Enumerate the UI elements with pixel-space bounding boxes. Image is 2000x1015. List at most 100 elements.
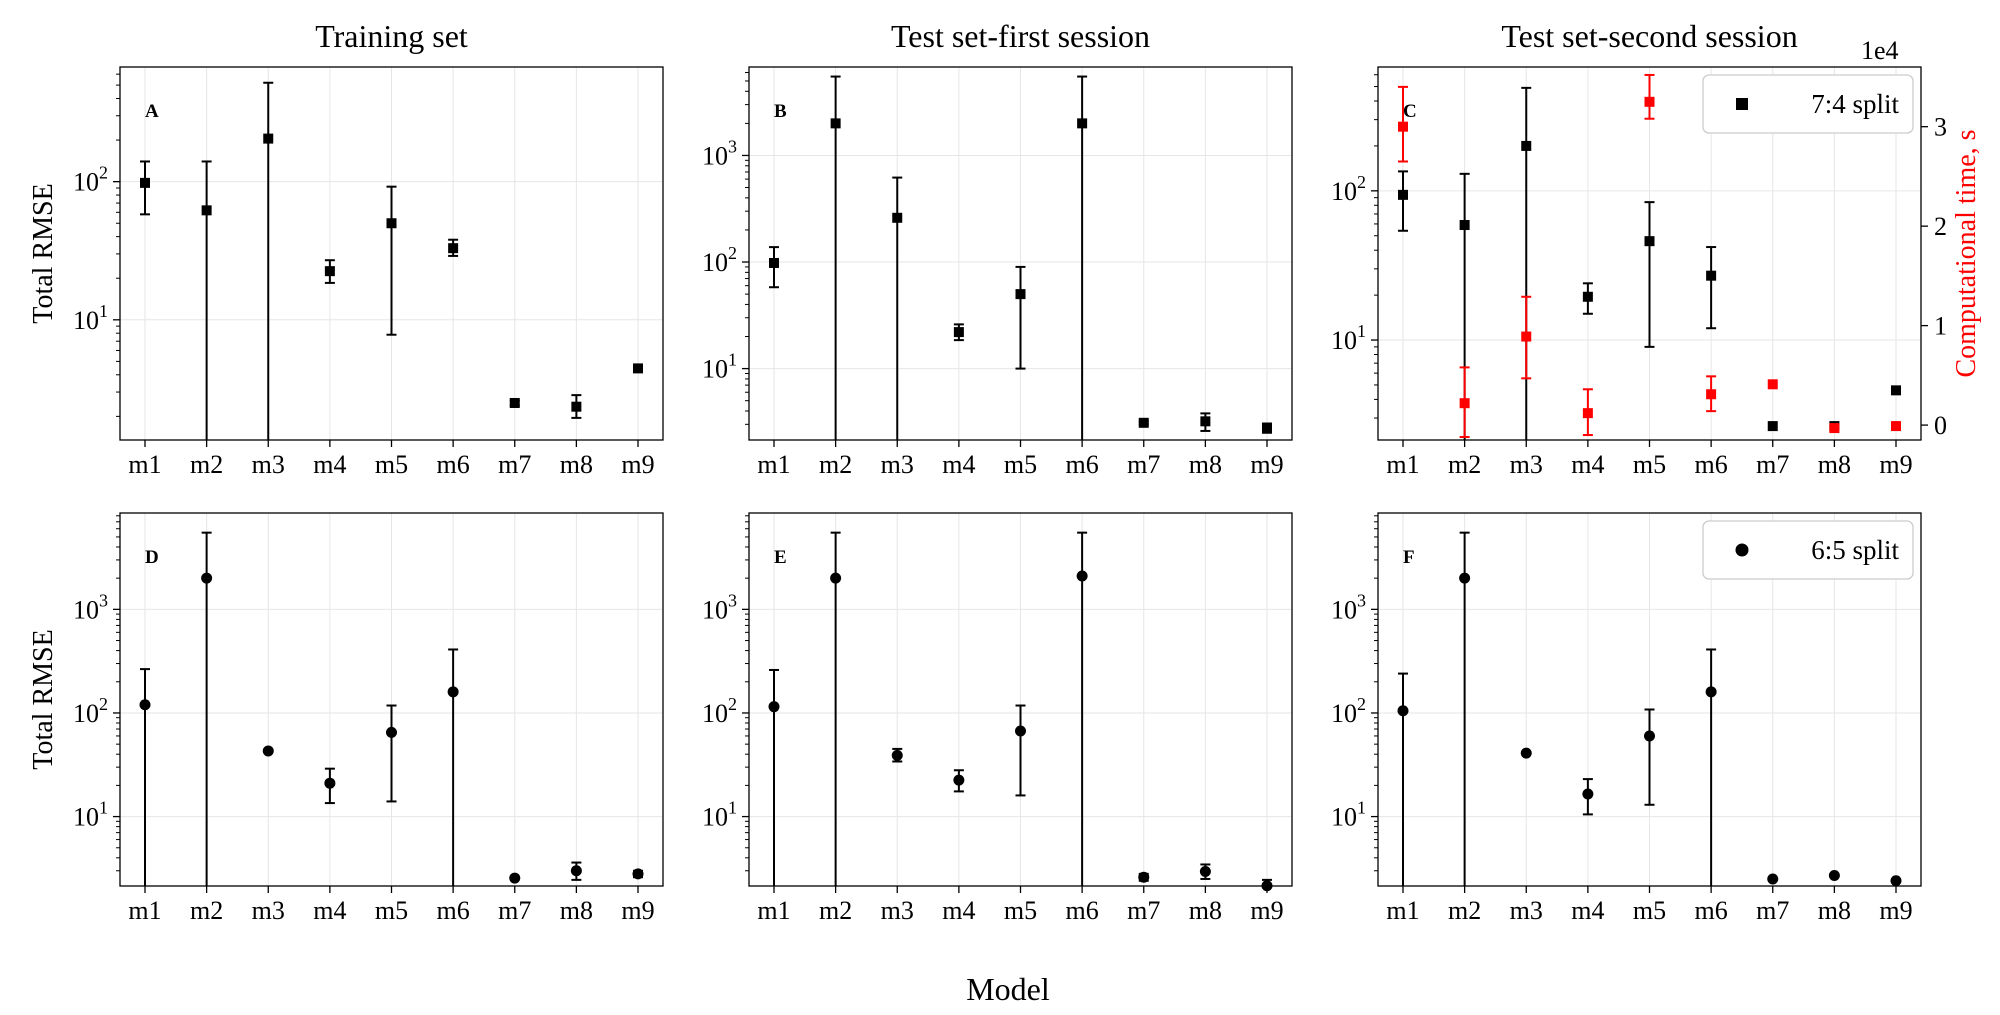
x-tick-label: m1 bbox=[757, 450, 790, 479]
y-tick-exponent: 2 bbox=[99, 694, 108, 714]
y-tick-label: 101 bbox=[73, 301, 108, 335]
x-tick-label: m5 bbox=[1633, 450, 1666, 479]
x-tick-label: m8 bbox=[560, 450, 593, 479]
data-point bbox=[448, 243, 459, 254]
data-point bbox=[1199, 866, 1211, 878]
y-axis-label: Total RMSE bbox=[28, 629, 59, 769]
data-point bbox=[1397, 705, 1409, 717]
data-point bbox=[1644, 236, 1655, 247]
data-point bbox=[1828, 869, 1840, 881]
x-tick-label: m3 bbox=[881, 450, 914, 479]
plot-frame bbox=[119, 66, 664, 441]
x-tick-label: m4 bbox=[313, 896, 346, 925]
data-point bbox=[1890, 875, 1902, 887]
data-point bbox=[1891, 385, 1901, 396]
data-point bbox=[1520, 747, 1532, 759]
x-tick-label: m2 bbox=[1448, 896, 1481, 925]
x-tick-label: m7 bbox=[498, 896, 531, 925]
y-tick-exponent: 1 bbox=[99, 798, 108, 818]
y-tick-exponent: 2 bbox=[728, 243, 737, 263]
legend-box bbox=[1702, 74, 1914, 134]
plot-frame bbox=[119, 512, 664, 887]
legend-marker bbox=[1735, 543, 1749, 557]
legend: 6:5 split bbox=[1702, 520, 1914, 580]
data-point bbox=[447, 686, 459, 698]
y-tick-exponent: 1 bbox=[728, 798, 737, 818]
panel-d: 101 102 103 m1 m2 m3 m4 m5 m6 m7 m8 m9 D Total RMSE bbox=[28, 512, 664, 925]
y2-tick-label: 3 bbox=[1934, 113, 1947, 142]
y-tick-exponent: 1 bbox=[728, 350, 737, 370]
plot-frame bbox=[748, 512, 1293, 887]
data-point bbox=[1015, 289, 1026, 300]
data-point bbox=[1829, 423, 1840, 434]
panel-f: 101 102 103 m1 m2 m3 m4 m5 m6 m7 m8 m9 F 6:5 split bbox=[1331, 512, 1922, 925]
data-point bbox=[1706, 270, 1717, 281]
x-tick-label: m6 bbox=[1695, 896, 1728, 925]
data-point bbox=[509, 872, 521, 884]
y-tick-label: 103 bbox=[702, 136, 737, 170]
x-tick-label: m3 bbox=[1510, 450, 1543, 479]
data-point bbox=[1644, 730, 1655, 742]
x-tick-label: m4 bbox=[942, 896, 975, 925]
data-point bbox=[139, 699, 151, 711]
x-tick-label: m1 bbox=[1386, 450, 1419, 479]
data-point bbox=[1582, 291, 1593, 302]
y2-exponent: 1e4 bbox=[1861, 36, 1899, 65]
panel-label: D bbox=[145, 547, 159, 568]
y-tick-exponent: 3 bbox=[728, 590, 737, 610]
y-tick-label: 103 bbox=[702, 590, 737, 624]
data-point bbox=[201, 205, 212, 216]
x-tick-label: m8 bbox=[1818, 896, 1851, 925]
data-point bbox=[1767, 873, 1779, 885]
panel-label: A bbox=[145, 101, 159, 122]
x-tick-label: m7 bbox=[1756, 896, 1789, 925]
data-point bbox=[768, 701, 780, 713]
x-tick-label: m6 bbox=[1695, 450, 1728, 479]
x-tick-label: m5 bbox=[1004, 450, 1037, 479]
data-point bbox=[201, 572, 213, 584]
data-point bbox=[1582, 408, 1593, 419]
data-point bbox=[262, 745, 274, 757]
x-tick-label: m1 bbox=[757, 896, 790, 925]
x-tick-label: m3 bbox=[1510, 896, 1543, 925]
panel-label: E bbox=[774, 547, 787, 568]
x-tick-label: m9 bbox=[621, 450, 654, 479]
plot-frame bbox=[1377, 512, 1922, 887]
x-tick-label: m6 bbox=[437, 896, 470, 925]
data-point bbox=[1076, 570, 1088, 582]
y-tick-label: 101 bbox=[73, 798, 108, 832]
x-tick-label: m2 bbox=[819, 896, 852, 925]
y-tick-label: 103 bbox=[1331, 590, 1366, 624]
data-point bbox=[324, 777, 336, 789]
x-tick-label: m1 bbox=[128, 896, 161, 925]
data-point bbox=[1138, 871, 1150, 883]
x-tick-label: m9 bbox=[1879, 896, 1912, 925]
data-point bbox=[263, 133, 274, 144]
x-tick-label: m8 bbox=[1189, 450, 1222, 479]
data-point bbox=[1891, 421, 1901, 432]
x-tick-label: m9 bbox=[1250, 450, 1283, 479]
data-point bbox=[1262, 422, 1272, 433]
panel-label: B bbox=[774, 101, 787, 122]
x-tick-label: m3 bbox=[881, 896, 914, 925]
y-tick-exponent: 2 bbox=[99, 163, 108, 183]
data-point bbox=[1459, 220, 1470, 231]
data-point bbox=[509, 397, 520, 408]
y-axis-label: Total RMSE bbox=[28, 183, 59, 323]
x-tick-label: m7 bbox=[498, 450, 531, 479]
panel-label: F bbox=[1403, 547, 1415, 568]
data-point bbox=[570, 865, 582, 877]
figure-xlabel: Model bbox=[966, 971, 1050, 1007]
y-tick-label: 102 bbox=[1331, 694, 1366, 728]
x-tick-label: m4 bbox=[1571, 896, 1604, 925]
x-tick-label: m7 bbox=[1756, 450, 1789, 479]
legend: 7:4 split bbox=[1702, 74, 1914, 134]
data-point bbox=[1521, 331, 1532, 342]
x-tick-label: m2 bbox=[190, 450, 223, 479]
panel-label: C bbox=[1403, 101, 1417, 122]
data-point bbox=[1767, 421, 1778, 432]
legend-box bbox=[1702, 520, 1914, 580]
data-point bbox=[1767, 379, 1778, 390]
panel-a: 101 102 m1 m2 m3 m4 m5 m6 m7 m8 m9 A Training set Tot… bbox=[28, 18, 664, 479]
